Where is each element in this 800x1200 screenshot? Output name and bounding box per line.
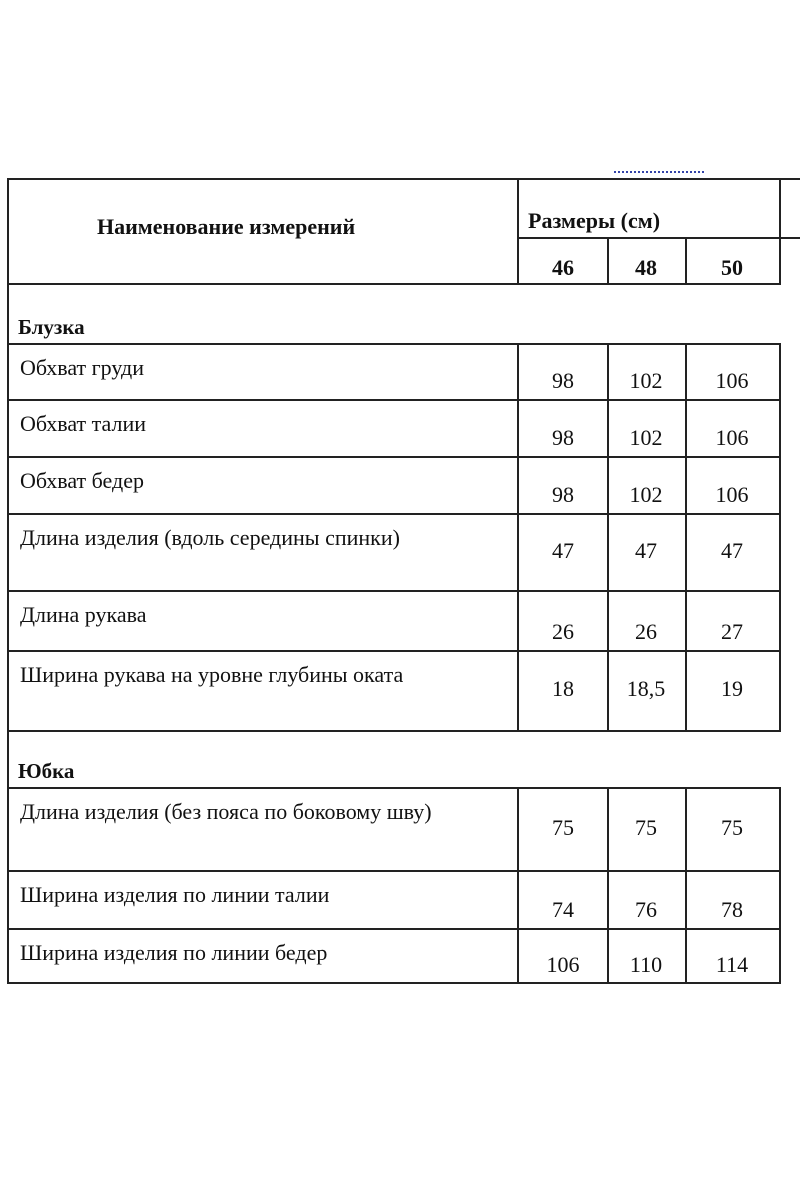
table-border xyxy=(685,513,687,590)
header-name-column: Наименование измерений xyxy=(97,214,356,239)
size-value-48: 26 xyxy=(635,619,657,644)
section-title: Блузка xyxy=(18,315,85,339)
table-border xyxy=(7,787,781,789)
table-border xyxy=(685,399,687,456)
table-border xyxy=(685,237,687,283)
size-value-48: 102 xyxy=(629,482,663,507)
table-border xyxy=(607,787,609,870)
table-border xyxy=(7,982,781,984)
table-border xyxy=(779,343,781,399)
table-border xyxy=(7,928,781,930)
table-border xyxy=(779,456,781,513)
table-border xyxy=(517,650,519,730)
table-border xyxy=(7,650,781,652)
table-border xyxy=(779,399,781,456)
table-border xyxy=(779,787,781,870)
table-border xyxy=(7,178,9,983)
table-border xyxy=(517,870,519,928)
row-label: Обхват талии xyxy=(20,411,147,436)
row-label: Длина рукава xyxy=(20,602,147,627)
table-border xyxy=(7,343,781,345)
table-border xyxy=(607,343,609,399)
size-value-46: 75 xyxy=(552,814,574,840)
size-value-48: 110 xyxy=(629,952,663,977)
table-border xyxy=(7,590,781,592)
row-label: Длина изделия (вдоль середины спинки) xyxy=(20,525,400,550)
size-value-46: 98 xyxy=(552,368,574,393)
table-border xyxy=(517,178,519,283)
size-value-48: 102 xyxy=(629,368,663,393)
row-label: Ширина изделия по линии бедер xyxy=(20,940,328,965)
size-value-50: 106 xyxy=(715,368,749,393)
table-border xyxy=(779,590,781,650)
size-value-50: 47 xyxy=(721,537,743,563)
size-value-48: 76 xyxy=(635,897,657,922)
size-value-46: 26 xyxy=(552,619,574,644)
size-value-46: 98 xyxy=(552,425,574,450)
table-border xyxy=(7,870,781,872)
table-border xyxy=(7,456,781,458)
table-border xyxy=(517,787,519,870)
table-border xyxy=(779,870,781,928)
size-value-48: 75 xyxy=(635,814,657,840)
table-border xyxy=(7,283,781,285)
table-border xyxy=(685,590,687,650)
size-value-46: 74 xyxy=(552,897,574,922)
table-border xyxy=(607,237,609,283)
size-value-46: 47 xyxy=(552,537,574,563)
table-border xyxy=(607,870,609,928)
row-label: Ширина рукава на уровне глубины оката xyxy=(20,662,404,687)
section-title: Юбка xyxy=(18,759,75,783)
dotted-mark xyxy=(614,171,704,173)
table-border xyxy=(7,513,781,515)
table-border xyxy=(779,650,781,730)
table-border xyxy=(685,456,687,513)
table-border xyxy=(517,928,519,983)
size-value-50: 75 xyxy=(721,814,743,840)
size-value-48: 102 xyxy=(629,425,663,450)
row-label: Обхват бедер xyxy=(20,468,144,493)
table-border xyxy=(7,178,800,180)
table-border xyxy=(685,928,687,983)
size-value-50: 19 xyxy=(721,676,743,701)
table-border xyxy=(517,513,519,590)
row-label: Ширина изделия по линии талии xyxy=(20,882,330,907)
table-border xyxy=(517,456,519,513)
size-value-46: 98 xyxy=(552,482,574,507)
size-value-50: 106 xyxy=(715,482,749,507)
table-border xyxy=(685,650,687,730)
table-border xyxy=(607,513,609,590)
header-size-48: 48 xyxy=(635,255,657,280)
size-value-50: 114 xyxy=(715,952,749,977)
table-border xyxy=(607,928,609,983)
table-border xyxy=(779,178,781,283)
size-value-46: 18 xyxy=(552,676,574,701)
table-border xyxy=(607,590,609,650)
table-border xyxy=(607,456,609,513)
row-label: Обхват груди xyxy=(20,355,144,380)
table-border xyxy=(779,513,781,590)
header-size-46: 46 xyxy=(552,255,574,280)
table-border xyxy=(517,343,519,399)
table-border xyxy=(517,590,519,650)
table-border xyxy=(607,650,609,730)
table-border xyxy=(779,928,781,983)
header-size-50: 50 xyxy=(721,255,743,280)
table-border xyxy=(7,399,781,401)
size-value-46: 106 xyxy=(546,952,580,977)
header-sizes-label: Размеры (см) xyxy=(528,208,661,233)
size-value-50: 27 xyxy=(721,619,743,644)
table-border xyxy=(607,399,609,456)
row-label: Длина изделия (без пояса по боковому шву… xyxy=(20,799,432,824)
table-border xyxy=(517,399,519,456)
table-border xyxy=(517,237,800,239)
table-border xyxy=(685,787,687,870)
size-value-48: 47 xyxy=(635,537,657,563)
size-value-50: 106 xyxy=(715,425,749,450)
size-value-48: 18,5 xyxy=(626,676,666,701)
table-border xyxy=(7,730,781,732)
table-border xyxy=(685,343,687,399)
size-value-50: 78 xyxy=(721,897,743,922)
table-border xyxy=(685,870,687,928)
